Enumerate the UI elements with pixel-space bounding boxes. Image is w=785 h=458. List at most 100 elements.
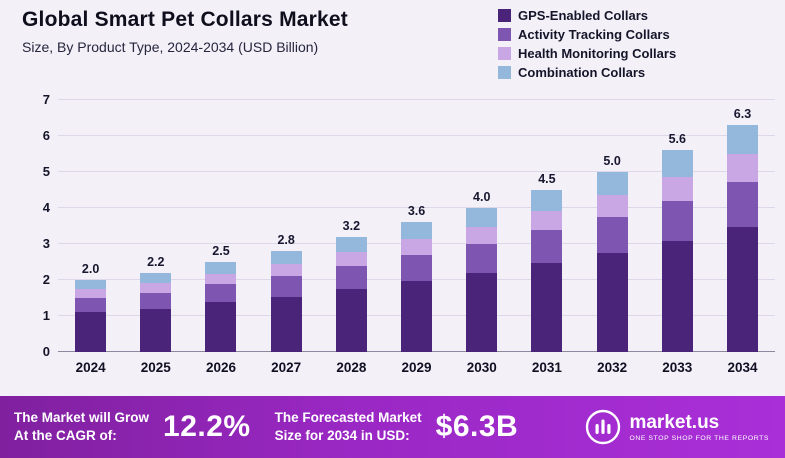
bar-segment <box>335 265 367 289</box>
x-axis-label: 2024 <box>75 360 106 375</box>
chart-section: Global Smart Pet Collars Market Size, By… <box>0 0 785 396</box>
bar-segment <box>270 296 302 352</box>
bar-segment <box>596 217 628 253</box>
bar-total-label: 5.6 <box>668 132 686 147</box>
x-axis-label: 2027 <box>271 360 302 375</box>
page-title: Global Smart Pet Collars Market <box>22 8 348 31</box>
bar-segment <box>140 308 172 352</box>
bar-segment <box>531 210 563 231</box>
bar-total-label: 6.3 <box>733 107 752 122</box>
y-axis-tick: 7 <box>42 92 50 107</box>
bar-total-label: 2.5 <box>212 244 230 259</box>
chart-legend: GPS-Enabled Collars Activity Tracking Col… <box>498 8 676 80</box>
bar-segment <box>270 264 302 277</box>
page-subtitle: Size, By Product Type, 2024-2034 (USD Bi… <box>22 39 319 55</box>
bar-segment <box>401 280 433 352</box>
bar-group-2031: 4.5 <box>514 100 579 352</box>
bar-segment <box>75 280 107 290</box>
bar-stack <box>531 190 563 352</box>
bar-segment <box>140 283 172 293</box>
y-axis-tick: 3 <box>42 236 50 251</box>
gridline <box>58 99 775 100</box>
bar-stack <box>270 251 302 352</box>
bar-segment <box>401 222 433 240</box>
bar-segment <box>466 272 498 352</box>
bottom-banner: The Market will Grow At the CAGR of: 12.… <box>0 396 785 458</box>
bar-stack <box>726 125 758 352</box>
gridline <box>58 171 775 172</box>
bar-segment <box>726 181 758 228</box>
x-axis-label: 2028 <box>336 360 367 375</box>
bar-total-label: 2.8 <box>277 233 295 248</box>
bar-group-2033: 5.6 <box>645 100 710 352</box>
bar-total-label: 3.2 <box>342 218 361 233</box>
bar-group-2028: 3.2 <box>319 100 384 352</box>
forecast-label-line2: Size for 2034 in USD: <box>274 428 410 443</box>
plot-area: 0 1 2 3 4 5 6 7 2.0 2.2 2.5 2.8 3.2 3.6 4.0 4.5 5.0 5.6 6.… <box>43 92 775 359</box>
bar-segment <box>531 230 563 263</box>
bar-group-2029: 3.6 <box>384 100 449 352</box>
marketus-logo: market.us One Stop Shop For The Reports <box>585 409 769 445</box>
bar-stack <box>335 236 367 352</box>
bar-segment <box>270 251 302 265</box>
bar-segment <box>335 288 367 352</box>
bar-total-label: 4.0 <box>473 190 491 205</box>
bar-segment <box>596 195 628 217</box>
bar-segment <box>75 298 107 313</box>
bar-segment <box>596 253 628 352</box>
forecast-value: $6.3B <box>435 410 519 443</box>
bar-group-2026: 2.5 <box>188 100 253 352</box>
bar-segment <box>205 273 237 285</box>
bar-total-label: 3.6 <box>407 204 426 219</box>
bar-segment <box>401 239 433 255</box>
x-axis-labels: 2024 2025 2026 2027 2028 2029 2030 2031 2032 2033… <box>58 360 775 375</box>
bar-segment <box>335 251 367 266</box>
bar-segment <box>531 262 563 352</box>
x-axis-label: 2033 <box>662 360 693 375</box>
logo-name: market.us <box>629 411 720 433</box>
bar-segment <box>205 302 237 352</box>
chart-header: Global Smart Pet Collars Market Size, By… <box>22 8 348 55</box>
legend-item: Activity Tracking Collars <box>498 27 676 42</box>
bar-stack <box>661 150 693 352</box>
x-axis-label: 2025 <box>140 360 171 375</box>
y-axis-tick: 0 <box>42 344 50 359</box>
bar-segment <box>661 176 693 201</box>
y-axis-tick: 2 <box>42 272 50 287</box>
x-axis-label: 2031 <box>531 360 562 375</box>
legend-label: Health Monitoring Collars <box>518 46 677 61</box>
x-axis-label: 2034 <box>727 360 758 375</box>
bar-total-label: 2.2 <box>147 254 165 269</box>
bar-segment <box>140 272 172 284</box>
bar-segment <box>531 190 563 211</box>
y-axis-tick: 1 <box>42 308 50 323</box>
bar-segment <box>466 244 498 273</box>
legend-label: Combination Collars <box>518 65 646 80</box>
cagr-label-line1: The Market will Grow <box>14 410 150 426</box>
bar-segment <box>335 236 367 252</box>
forecast-label: The Forecasted Market Size for 2034 in U… <box>275 409 422 444</box>
bar-stack <box>75 280 107 352</box>
bar-group-2025: 2.2 <box>123 100 188 352</box>
cagr-value: 12.2% <box>163 410 251 443</box>
bar-stack <box>466 208 498 352</box>
y-axis-tick: 6 <box>42 128 50 143</box>
legend-swatch-icon <box>498 47 511 60</box>
marketus-logo-icon <box>586 409 621 445</box>
bar-group-2032: 5.0 <box>580 100 645 352</box>
marketus-logo-text: market.us One Stop Shop For The Reports <box>629 413 769 442</box>
x-axis-label: 2029 <box>401 360 432 375</box>
bar-segment <box>726 125 758 155</box>
bar-total-label: 2.0 <box>81 262 100 277</box>
bar-segment <box>661 200 693 242</box>
bar-group-2024: 2.0 <box>58 100 123 352</box>
legend-item: Combination Collars <box>498 65 676 80</box>
y-axis-tick: 4 <box>42 200 50 215</box>
cagr-label: The Market will Grow At the CAGR of: <box>14 409 149 444</box>
x-axis-label: 2030 <box>466 360 497 375</box>
legend-swatch-icon <box>498 9 511 22</box>
bar-segment <box>726 227 758 352</box>
bar-segment <box>661 150 693 177</box>
bar-segment <box>75 312 107 352</box>
